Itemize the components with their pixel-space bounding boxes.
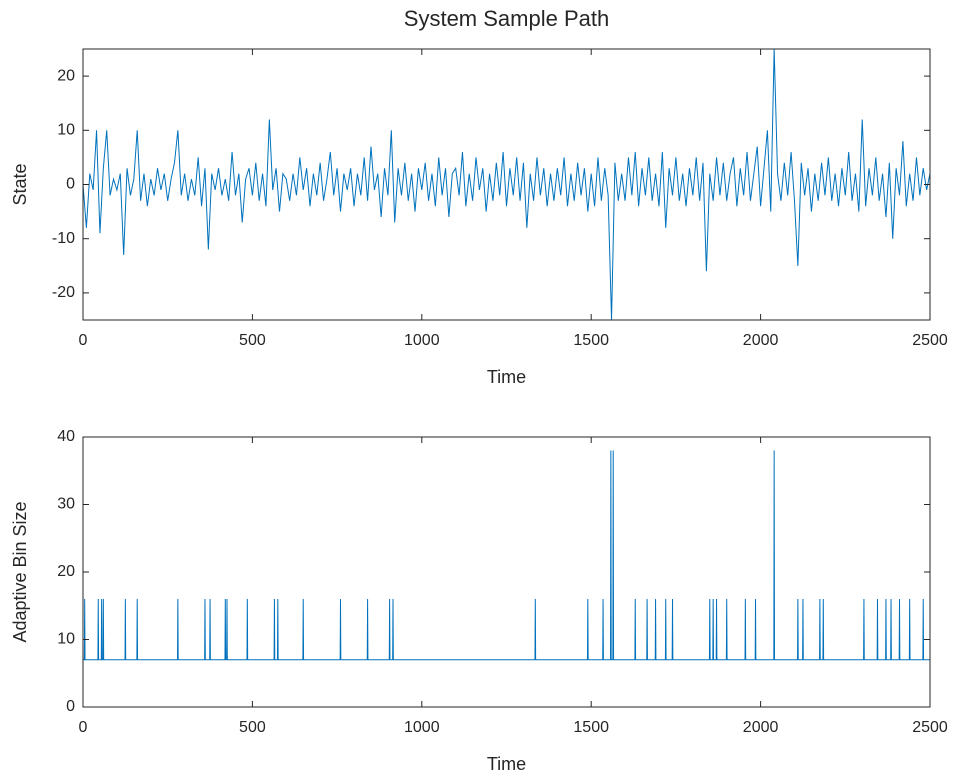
data-line <box>83 49 930 320</box>
y-tick-label: -20 <box>52 284 75 301</box>
y-tick-label: -10 <box>52 230 75 247</box>
x-tick-label: 2000 <box>743 719 779 736</box>
x-tick-label: 2500 <box>912 719 948 736</box>
y-tick-label: 30 <box>57 496 75 513</box>
x-axis-label: Time <box>487 754 526 774</box>
x-tick-label: 1500 <box>573 719 609 736</box>
y-tick-label: 40 <box>57 428 75 445</box>
data-line <box>83 450 930 661</box>
y-tick-label: 0 <box>66 698 75 715</box>
y-tick-label: 20 <box>57 563 75 580</box>
chart-title: System Sample Path <box>404 6 609 31</box>
y-tick-label: 0 <box>66 176 75 193</box>
y-tick-label: 10 <box>57 122 75 139</box>
x-tick-label: 1000 <box>404 332 440 349</box>
y-axis-label: State <box>10 163 30 205</box>
x-tick-label: 1500 <box>573 332 609 349</box>
x-axis-label: Time <box>487 367 526 387</box>
x-tick-label: 500 <box>239 332 266 349</box>
x-tick-label: 500 <box>239 719 266 736</box>
plot-area <box>83 49 930 320</box>
y-tick-label: 10 <box>57 631 75 648</box>
x-tick-label: 2000 <box>743 332 779 349</box>
x-tick-label: 0 <box>79 719 88 736</box>
x-tick-label: 2500 <box>912 332 948 349</box>
y-tick-label: 20 <box>57 67 75 84</box>
plot-area <box>83 437 930 707</box>
x-tick-label: 1000 <box>404 719 440 736</box>
y-axis-label: Adaptive Bin Size <box>10 501 30 642</box>
x-tick-label: 0 <box>79 332 88 349</box>
